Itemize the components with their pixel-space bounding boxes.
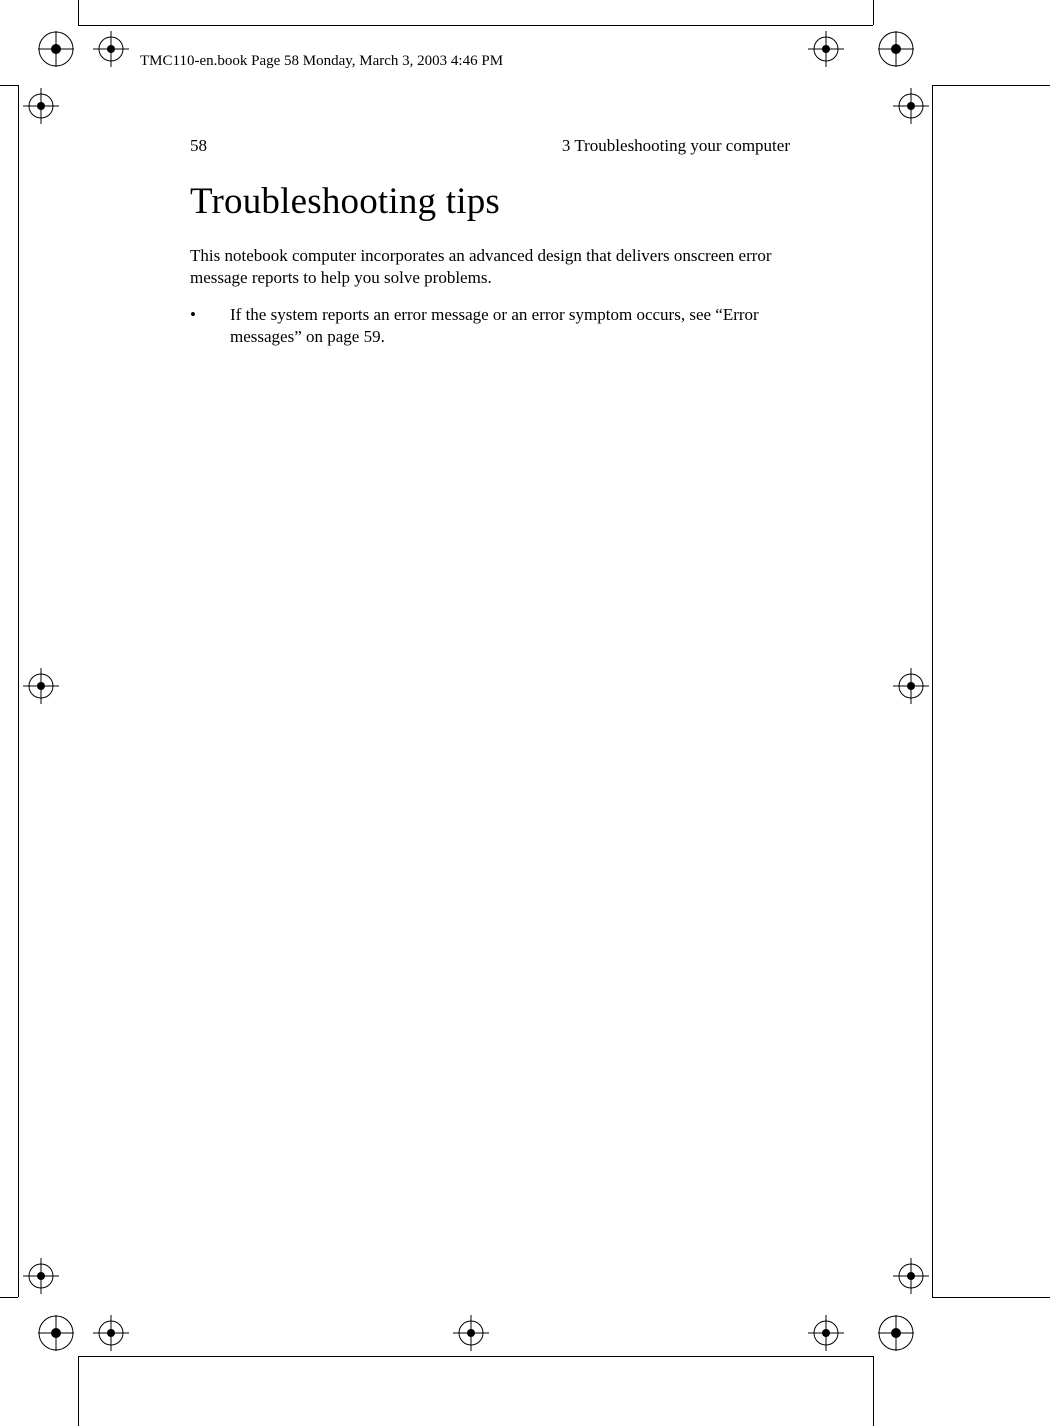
crop-tick [873,0,874,25]
crop-mark-icon [38,31,74,67]
crop-line-top [78,25,873,26]
crop-tick [78,0,79,25]
crop-line-bottom [78,1356,873,1357]
crop-mark-icon [38,1315,74,1351]
bullet-text: If the system reports an error message o… [230,304,790,349]
crop-tick [78,1356,79,1426]
crop-mark-icon [878,31,914,67]
intro-paragraph: This notebook computer incorporates an a… [190,245,790,290]
crop-tick [0,1297,18,1298]
crop-tick [932,85,1050,86]
crop-line-right [932,85,933,1297]
crop-mark-icon [878,1315,914,1351]
page-title: Troubleshooting tips [190,180,790,223]
crop-mark-icon [808,1315,844,1351]
crop-mark-icon [23,88,59,124]
crop-tick [873,1356,874,1426]
crop-mark-icon [93,1315,129,1351]
bullet-item: • If the system reports an error message… [190,304,790,349]
running-head: 58 3 Troubleshooting your computer [190,136,790,156]
crop-mark-icon [453,1315,489,1351]
bullet-marker: • [190,304,230,349]
crop-mark-icon [893,1258,929,1294]
crop-mark-icon [808,31,844,67]
document-page: TMC110-en.book Page 58 Monday, March 3, … [0,0,1050,1426]
crop-mark-icon [23,1258,59,1294]
chapter-title: 3 Troubleshooting your computer [562,136,790,156]
file-header-text: TMC110-en.book Page 58 Monday, March 3, … [140,53,503,70]
crop-line-left [18,85,19,1297]
crop-mark-icon [893,668,929,704]
page-content: Troubleshooting tips This notebook compu… [190,180,790,349]
crop-tick [932,1297,1050,1298]
crop-mark-icon [93,31,129,67]
page-number: 58 [190,136,207,156]
crop-tick [0,85,18,86]
crop-mark-icon [23,668,59,704]
crop-mark-icon [893,88,929,124]
